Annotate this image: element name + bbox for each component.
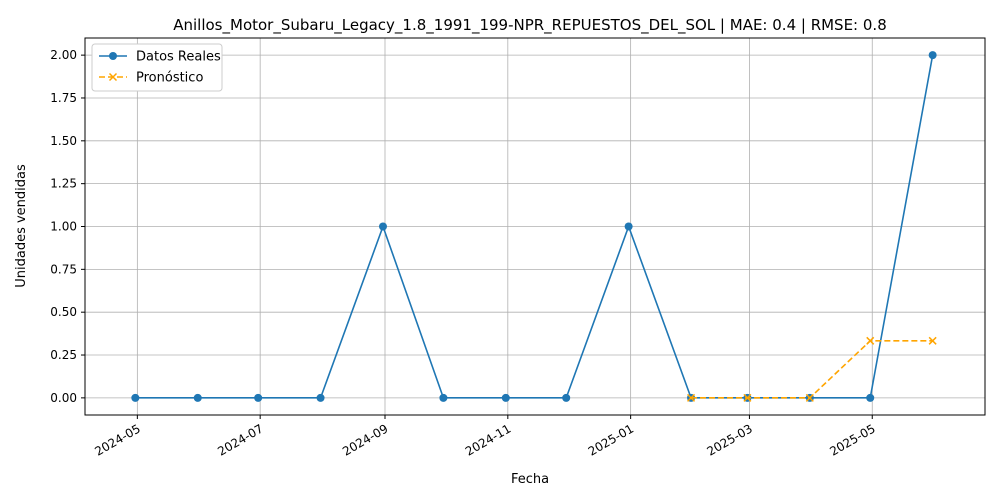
data-point <box>562 393 571 402</box>
series-layer <box>131 51 937 402</box>
y-tick-label: 1.75 <box>50 91 77 105</box>
data-point <box>439 393 448 402</box>
y-tick-label: 1.25 <box>50 177 77 191</box>
data-point <box>928 51 937 60</box>
grid-lines <box>85 38 985 415</box>
y-tick-label: 0.00 <box>50 391 77 405</box>
data-point <box>866 393 875 402</box>
legend-label: Datos Reales <box>136 50 221 65</box>
data-point <box>316 393 325 402</box>
y-tick-label: 1.50 <box>50 134 77 148</box>
legend-label: Pronóstico <box>136 71 203 86</box>
legend-marker <box>109 52 117 60</box>
data-point <box>624 222 633 231</box>
y-tick-label: 0.25 <box>50 348 77 362</box>
legend-marker <box>108 72 118 82</box>
legend: Datos Reales Pronóstico <box>91 43 223 92</box>
y-tick-label: 2.00 <box>50 48 77 62</box>
data-point <box>687 393 696 402</box>
data-point <box>131 393 140 402</box>
y-tick-label: 1.00 <box>50 220 77 234</box>
y-tick-label: 0.75 <box>50 262 77 276</box>
series-2 <box>687 336 937 402</box>
x-axis-title: Fecha <box>511 472 549 487</box>
data-point <box>501 393 510 402</box>
data-point <box>254 393 263 402</box>
y-axis-title: Unidades vendidas <box>14 164 29 288</box>
data-point <box>866 336 875 345</box>
data-point <box>743 393 752 402</box>
chart-title: Anillos_Motor_Subaru_Legacy_1.8_1991_199… <box>173 16 887 35</box>
data-point <box>805 393 814 402</box>
data-point <box>193 393 202 402</box>
y-axis: 0.00 0.25 0.50 0.75 1.00 1.25 1.50 1.75 2.00 <box>50 48 85 405</box>
data-point <box>928 336 937 345</box>
data-point <box>378 222 387 231</box>
y-tick-label: 0.50 <box>50 305 77 319</box>
